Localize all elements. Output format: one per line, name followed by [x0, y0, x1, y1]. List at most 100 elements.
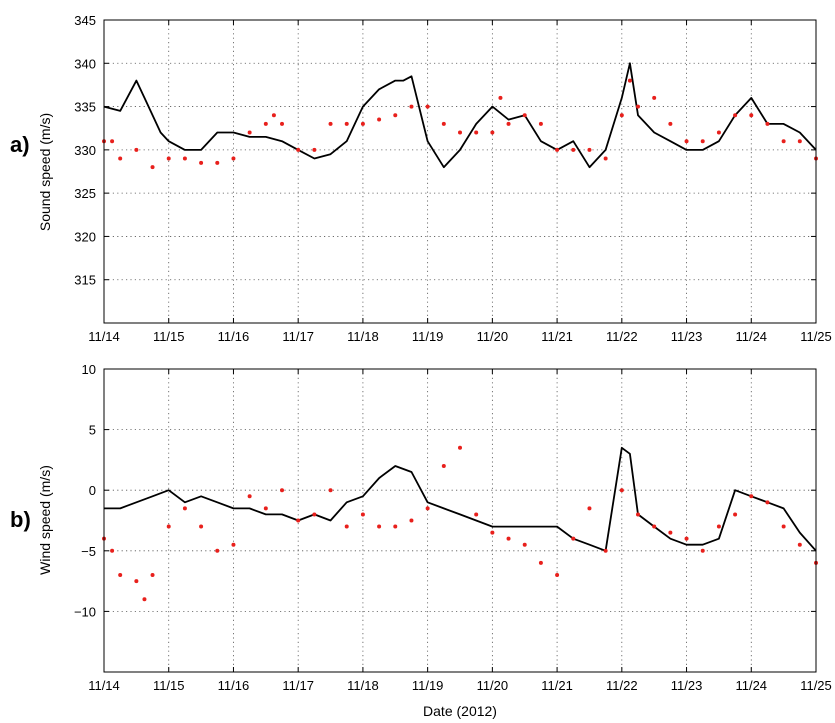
- series-point-red: [538, 121, 543, 126]
- series-point-red: [393, 113, 398, 118]
- series-point-red: [652, 95, 657, 100]
- x-tick-label: 11/17: [282, 678, 314, 693]
- series-point-red: [344, 121, 349, 126]
- series-b: [102, 445, 818, 602]
- series-point-red: [231, 542, 236, 547]
- x-tick-label: 11/23: [671, 329, 703, 344]
- series-point-red: [312, 147, 317, 152]
- series-point-red: [781, 524, 786, 529]
- x-tick-label: 11/21: [541, 678, 573, 693]
- series-point-red: [781, 139, 786, 144]
- series-point-red: [522, 113, 527, 118]
- series-point-red: [296, 518, 301, 523]
- series-point-red: [199, 160, 204, 165]
- x-tick-label: 11/22: [606, 678, 638, 693]
- series-point-red: [684, 536, 689, 541]
- panel-label-b: b): [10, 507, 31, 532]
- series-point-red: [700, 139, 705, 144]
- series-point-red: [231, 156, 236, 161]
- series-point-red: [619, 488, 624, 493]
- series-point-red: [474, 512, 479, 517]
- series-point-red: [328, 488, 333, 493]
- x-tick-label: 11/15: [153, 329, 185, 344]
- series-point-red: [668, 530, 673, 535]
- series-point-red: [118, 156, 123, 161]
- series-point-red: [263, 506, 268, 511]
- series-point-red: [627, 78, 632, 83]
- x-tick-label: 11/19: [412, 678, 444, 693]
- series-point-red: [458, 130, 462, 135]
- series-point-red: [328, 121, 333, 126]
- series-point-red: [474, 130, 479, 135]
- series-point-red: [199, 524, 204, 529]
- series-point-red: [110, 548, 115, 553]
- series-point-red: [247, 494, 252, 499]
- y-tick-label: 315: [74, 273, 96, 288]
- y-tick-label: −10: [74, 604, 96, 619]
- series-point-red: [506, 121, 511, 126]
- y-tick-label: 10: [82, 362, 96, 377]
- series-point-red: [684, 139, 689, 144]
- x-tick-label: 11/16: [218, 678, 250, 693]
- x-tick-label: 11/25: [800, 678, 832, 693]
- y-tick-label: 325: [74, 186, 96, 201]
- series-point-red: [360, 121, 365, 126]
- series-point-red: [668, 121, 673, 126]
- y-tick-label: 340: [74, 56, 96, 71]
- y-tick-label: 5: [89, 423, 96, 438]
- series-point-red: [716, 524, 721, 529]
- series-point-red: [619, 113, 624, 118]
- series-point-red: [458, 445, 462, 450]
- x-tick-label: 11/16: [218, 329, 250, 344]
- series-point-red: [280, 121, 284, 126]
- x-axis-label: Date (2012): [423, 703, 497, 719]
- x-tick-label: 11/14: [88, 678, 120, 693]
- series-point-red: [425, 506, 430, 511]
- series-point-red: [636, 104, 640, 109]
- panel-label-a: a): [10, 132, 30, 157]
- series-point-red: [247, 130, 252, 135]
- series-point-red: [498, 95, 503, 100]
- x-tick-label: 11/24: [735, 678, 767, 693]
- series-point-red: [215, 548, 220, 553]
- grid-b: [104, 369, 816, 672]
- y-tick-label: 335: [74, 100, 96, 115]
- ticks-b: 11/14 11/15 11/16 11/17 11/18 11/19 11/20 11/21…: [74, 362, 832, 693]
- grid-a: [104, 20, 816, 323]
- y-axis-label-b: Wind speed (m/s): [37, 465, 53, 575]
- series-point-red: [733, 512, 738, 517]
- series-line-black: [104, 446, 817, 552]
- series-point-red: [425, 104, 430, 109]
- y-tick-label: 330: [74, 143, 96, 158]
- series-point-red: [166, 156, 171, 161]
- x-tick-label: 11/23: [671, 678, 703, 693]
- frame-b: [103, 368, 817, 673]
- x-tick-label: 11/22: [606, 329, 638, 344]
- x-tick-label: 11/20: [477, 678, 509, 693]
- series-point-red: [571, 536, 576, 541]
- series-point-red: [716, 130, 721, 135]
- series-point-red: [296, 147, 301, 152]
- y-tick-label: 345: [74, 13, 96, 28]
- series-point-red: [765, 121, 770, 126]
- series-point-red: [749, 113, 754, 118]
- series-point-red: [182, 156, 187, 161]
- x-tick-label: 11/21: [541, 329, 573, 344]
- series-point-red: [555, 573, 560, 578]
- series-point-red: [490, 530, 495, 535]
- panel-b: b) 11/14 11/15 11/16 11/17 11/18 11/19 11/20 11…: [10, 362, 832, 693]
- series-point-red: [652, 524, 657, 529]
- series-point-red: [118, 573, 123, 578]
- series-point-red: [603, 156, 608, 161]
- series-point-red: [377, 117, 382, 122]
- series-point-red: [538, 560, 543, 565]
- series-point-red: [571, 147, 576, 152]
- series-point-red: [280, 488, 284, 493]
- series-point-red: [360, 512, 365, 517]
- series-line-black: [103, 62, 817, 169]
- x-tick-label: 11/19: [412, 329, 444, 344]
- series-point-red: [182, 506, 187, 511]
- series-point-red: [765, 500, 770, 505]
- series-point-red: [409, 104, 414, 109]
